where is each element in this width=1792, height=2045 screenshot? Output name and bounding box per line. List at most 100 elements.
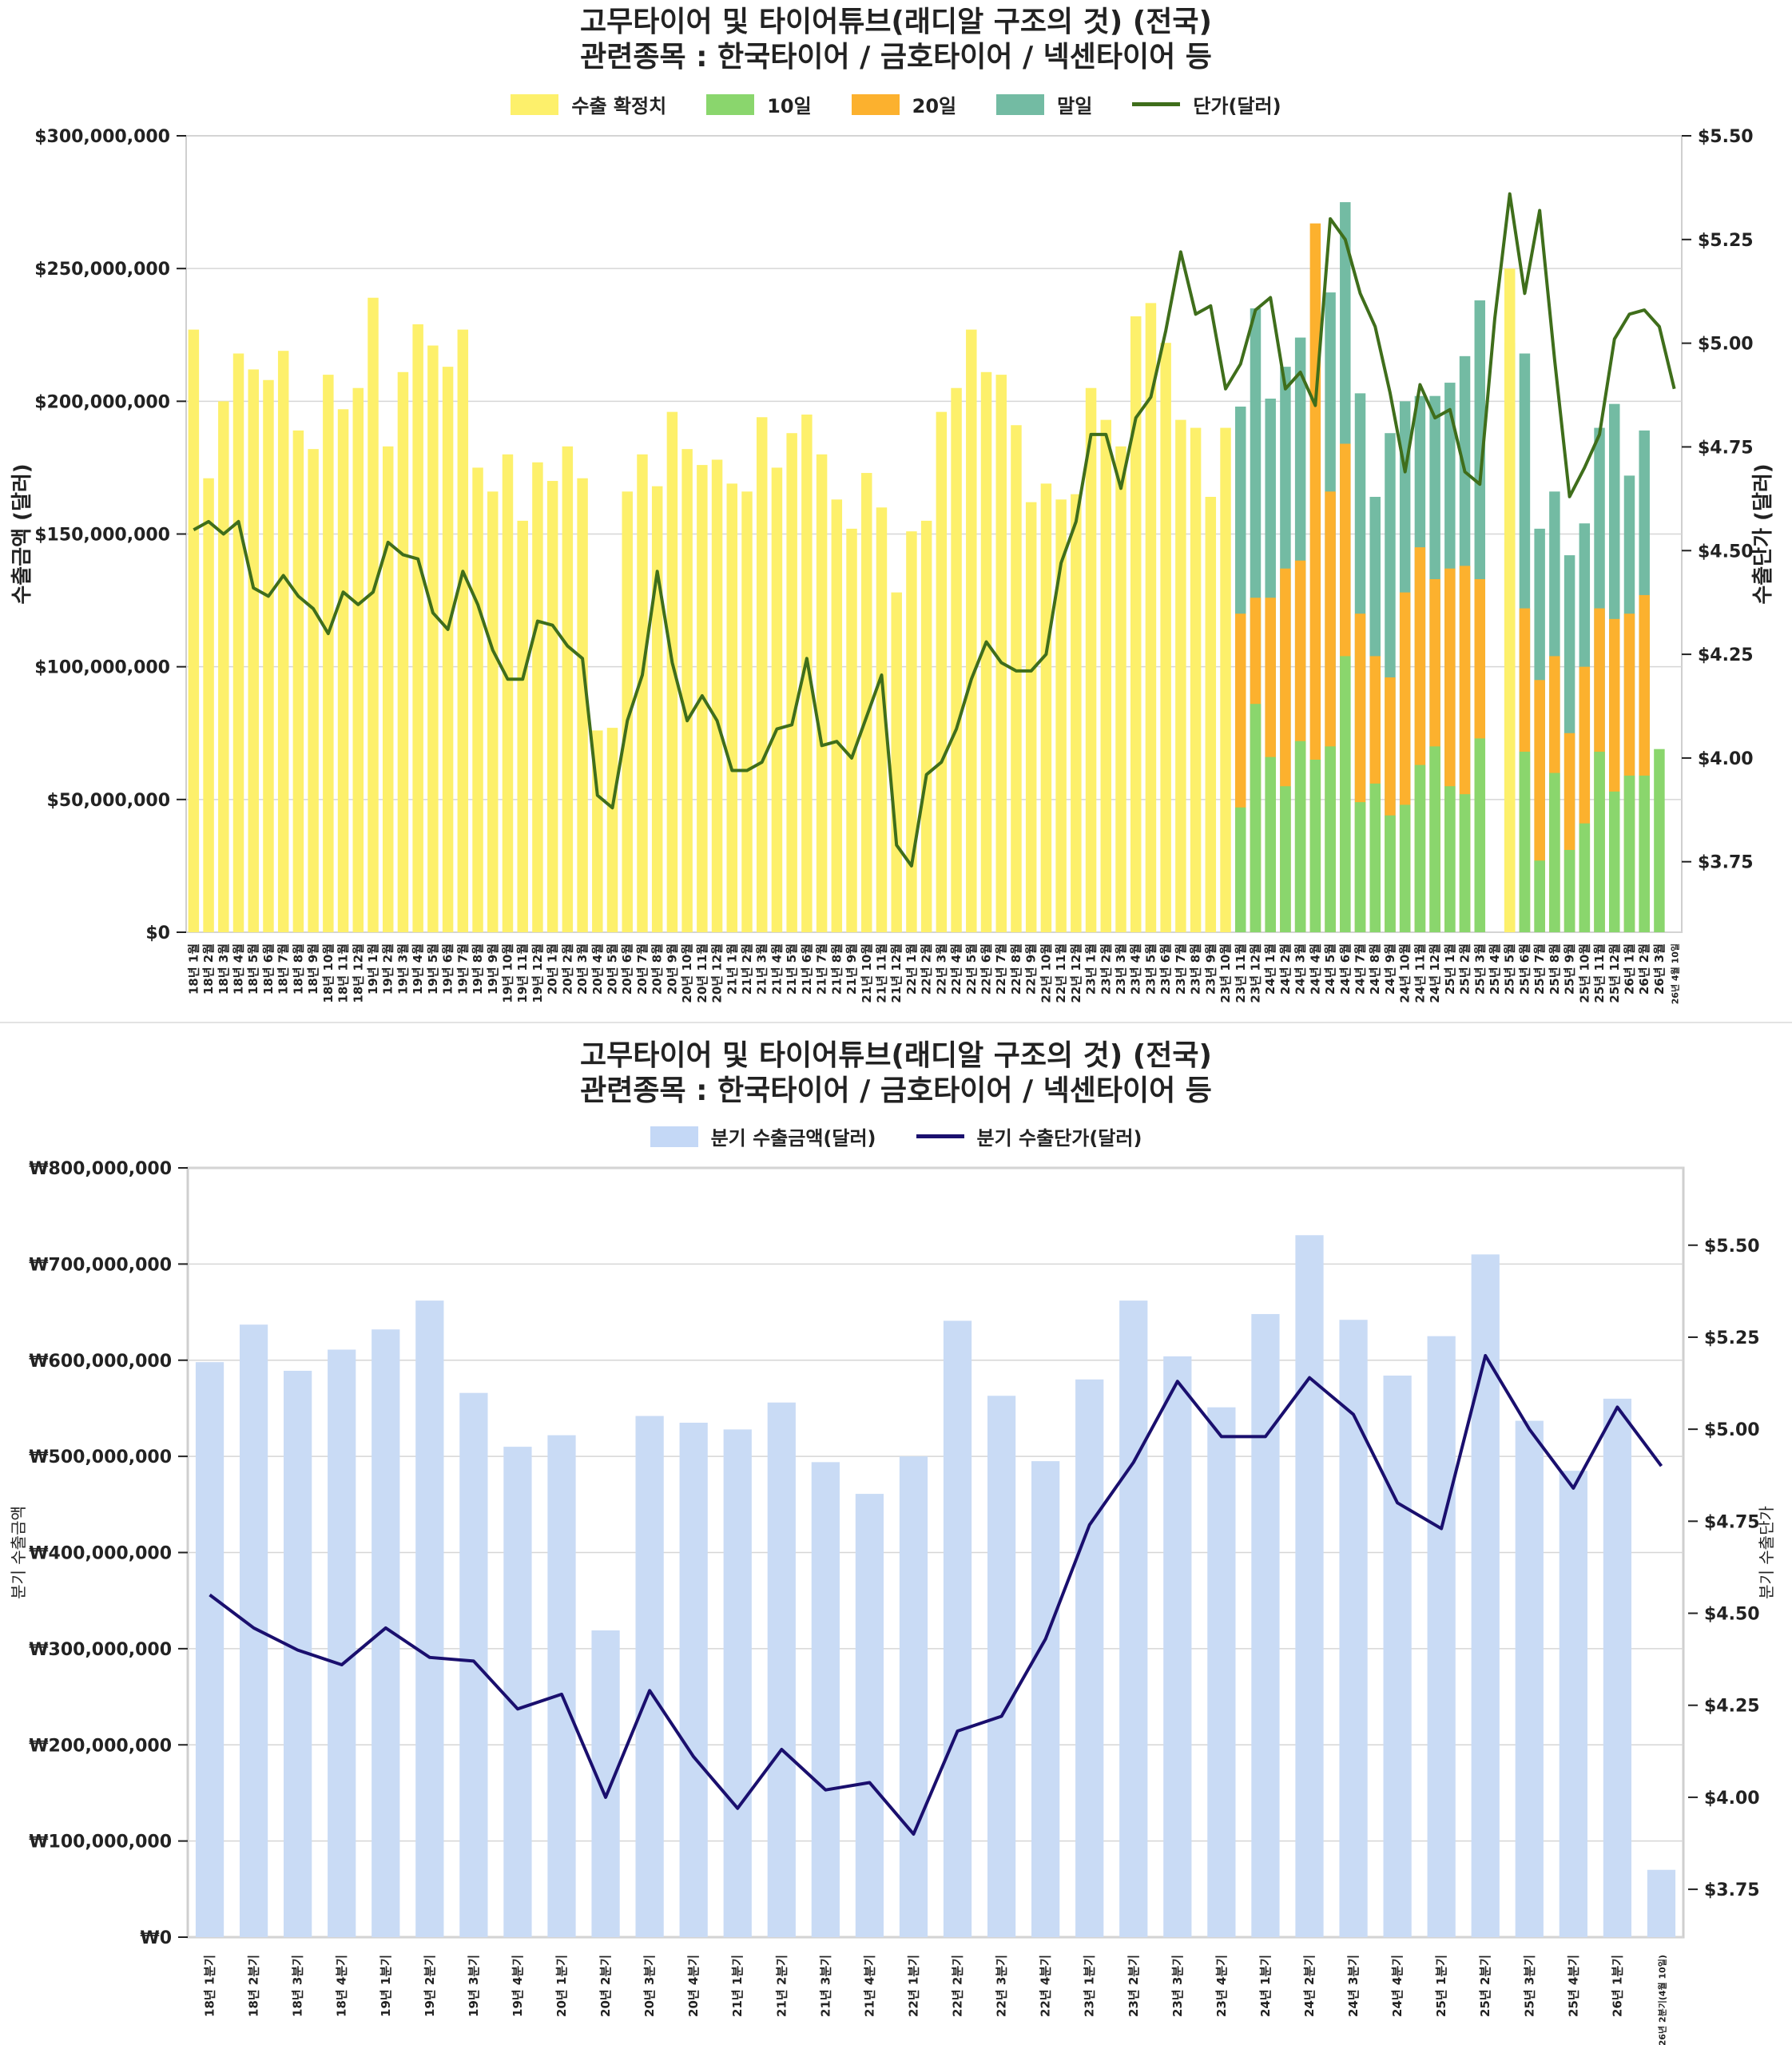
monthly-chart-panel: 고무타이어 및 타이어튜브(래디알 구조의 것) (전국) 관련종목 : 한국타… bbox=[0, 0, 1792, 1022]
bar-confirmed bbox=[292, 430, 304, 932]
x-tick-label: 25년 2분기 bbox=[1478, 1955, 1492, 2017]
x-tick-label: 24년 3월 bbox=[1293, 943, 1308, 995]
bar-quarterly-amount bbox=[503, 1447, 532, 1937]
y2-tick-label: $4.50 bbox=[1698, 542, 1754, 562]
x-tick-label: 25년 1월 bbox=[1443, 943, 1457, 995]
x-tick-label: 20년 8월 bbox=[650, 943, 665, 995]
x-tick-label: 22년 4분기 bbox=[1039, 1955, 1053, 2017]
bar-day10 bbox=[1354, 802, 1366, 932]
panel-separator bbox=[0, 1022, 1792, 1023]
bar-confirmed bbox=[876, 507, 888, 932]
bar-confirmed bbox=[412, 324, 423, 932]
chart-title: 고무타이어 및 타이어튜브(래디알 구조의 것) (전국) 관련종목 : 한국타… bbox=[0, 1038, 1792, 1109]
x-tick-label: 24년 1월 bbox=[1263, 943, 1277, 995]
bar-confirmed bbox=[397, 371, 409, 932]
bar-day10 bbox=[1474, 738, 1486, 932]
bar-day10 bbox=[1444, 786, 1456, 932]
x-tick-label: 22년 6월 bbox=[979, 943, 994, 995]
x-tick-label: 26년 3월 bbox=[1652, 943, 1667, 995]
x-tick-label: 25년 8월 bbox=[1548, 943, 1562, 995]
bar-day10 bbox=[1623, 775, 1635, 932]
bar-quarterly-amount bbox=[591, 1630, 620, 1937]
bar-quarterly-amount bbox=[459, 1392, 488, 1937]
bar-confirmed bbox=[232, 353, 244, 933]
x-tick-label: 23년 2월 bbox=[1099, 943, 1113, 995]
x-tick-label: 22년 3월 bbox=[934, 943, 948, 995]
y-tick-label: $0 bbox=[145, 923, 170, 943]
x-tick-label: 21년 3분기 bbox=[818, 1955, 832, 2017]
y2-tick-label: $5.50 bbox=[1698, 127, 1754, 147]
bar-confirmed bbox=[517, 520, 528, 932]
bar-quarterly-amount bbox=[943, 1320, 972, 1937]
bar-confirmed bbox=[651, 486, 663, 932]
x-tick-label: 22년 4월 bbox=[949, 943, 964, 995]
x-tick-label: 26년 2분기(4월 10일) bbox=[1656, 1955, 1667, 2045]
bar-confirmed bbox=[502, 454, 514, 932]
bar-confirmed bbox=[1071, 494, 1082, 932]
x-tick-label: 20년 1월 bbox=[546, 943, 560, 995]
bar-day10 bbox=[1594, 752, 1605, 932]
x-tick-label: 23년 4분기 bbox=[1214, 1955, 1229, 2017]
y-axis-label: 수출금액 (달러) bbox=[10, 463, 34, 604]
bar-confirmed bbox=[1190, 427, 1202, 932]
y2-tick-label: $4.00 bbox=[1704, 1789, 1760, 1809]
x-tick-label: 24년 2분기 bbox=[1302, 1955, 1317, 2017]
y2-tick-label: $4.25 bbox=[1698, 645, 1754, 665]
bar-confirmed bbox=[816, 454, 828, 932]
x-tick-label: 26년 1월 bbox=[1622, 943, 1636, 995]
legend-label: 10일 bbox=[767, 95, 812, 117]
x-tick-label: 18년 8월 bbox=[291, 943, 305, 995]
x-tick-label: 24년 2월 bbox=[1278, 943, 1293, 995]
x-tick-label: 24년 12월 bbox=[1428, 943, 1442, 1003]
x-tick-label: 23년 3월 bbox=[1114, 943, 1128, 995]
bar-day10 bbox=[1414, 764, 1426, 932]
y-tick-label: $200,000,000 bbox=[34, 392, 170, 412]
x-tick-label: 22년 2분기 bbox=[951, 1955, 965, 2017]
y2-tick-label: $5.25 bbox=[1698, 231, 1754, 251]
chart-title-line1: 고무타이어 및 타이어튜브(래디알 구조의 것) (전국) bbox=[580, 1039, 1212, 1072]
x-tick-label: 21년 3월 bbox=[755, 943, 769, 995]
x-tick-label: 25년 6월 bbox=[1517, 943, 1532, 995]
bar-quarterly-amount bbox=[987, 1396, 1016, 1937]
x-tick-label: 20년 3월 bbox=[575, 943, 590, 995]
bar-day10 bbox=[1579, 823, 1591, 932]
bar-day10 bbox=[1294, 741, 1306, 932]
x-tick-label: 19년 6월 bbox=[441, 943, 455, 995]
bar-confirmed bbox=[546, 481, 558, 932]
bar-quarterly-amount bbox=[1603, 1398, 1632, 1937]
x-tick-label: 22년 7월 bbox=[994, 943, 1008, 995]
bar-confirmed bbox=[861, 473, 872, 932]
x-tick-label: 21년 4분기 bbox=[862, 1955, 876, 2017]
x-tick-label: 18년 12월 bbox=[351, 943, 365, 1003]
y-tick-label: $150,000,000 bbox=[34, 526, 170, 546]
legend-line-swatch bbox=[1132, 102, 1181, 106]
bar-confirmed bbox=[1130, 316, 1142, 932]
y2-tick-label: $3.75 bbox=[1704, 1880, 1760, 1900]
x-tick-label: 19년 10월 bbox=[500, 943, 515, 1003]
bar-confirmed bbox=[457, 329, 469, 932]
bar-quarterly-amount bbox=[1427, 1336, 1456, 1937]
x-tick-label: 19년 8월 bbox=[471, 943, 485, 995]
bar-day10 bbox=[1340, 656, 1351, 932]
x-tick-label: 22년 5월 bbox=[964, 943, 979, 995]
x-tick-label: 25년 10월 bbox=[1577, 943, 1591, 1003]
x-tick-label: 23년 11월 bbox=[1234, 943, 1248, 1003]
bar-quarterly-amount bbox=[1031, 1461, 1060, 1937]
bar-quarterly-amount bbox=[1559, 1471, 1587, 1937]
y-tick-label: $250,000,000 bbox=[34, 260, 170, 280]
legend-item: 말일 bbox=[996, 90, 1092, 118]
y-tick-label: $300,000,000 bbox=[34, 127, 170, 147]
bar-confirmed bbox=[248, 369, 259, 932]
y-tick-label: ₩300,000,000 bbox=[29, 1640, 172, 1660]
y2-tick-label: $5.00 bbox=[1698, 335, 1754, 355]
y2-axis-label: 분기 수출단가 bbox=[1757, 1506, 1776, 1599]
chart-subtitle: 관련종목 : 한국타이어 / 금호타이어 / 넥센타이어 등 bbox=[580, 41, 1212, 73]
y2-axis-label: 수출단가 (달러) bbox=[1751, 463, 1775, 604]
x-tick-label: 19년 9월 bbox=[486, 943, 500, 995]
bar-confirmed bbox=[218, 401, 229, 932]
bar-confirmed bbox=[1205, 496, 1217, 932]
legend-label: 20일 bbox=[912, 95, 957, 117]
chart-title-line1: 고무타이어 및 타이어튜브(래디알 구조의 것) (전국) bbox=[580, 6, 1212, 38]
bar-quarterly-amount bbox=[1251, 1313, 1280, 1937]
chart-title: 고무타이어 및 타이어튜브(래디알 구조의 것) (전국) 관련종목 : 한국타… bbox=[0, 5, 1792, 75]
